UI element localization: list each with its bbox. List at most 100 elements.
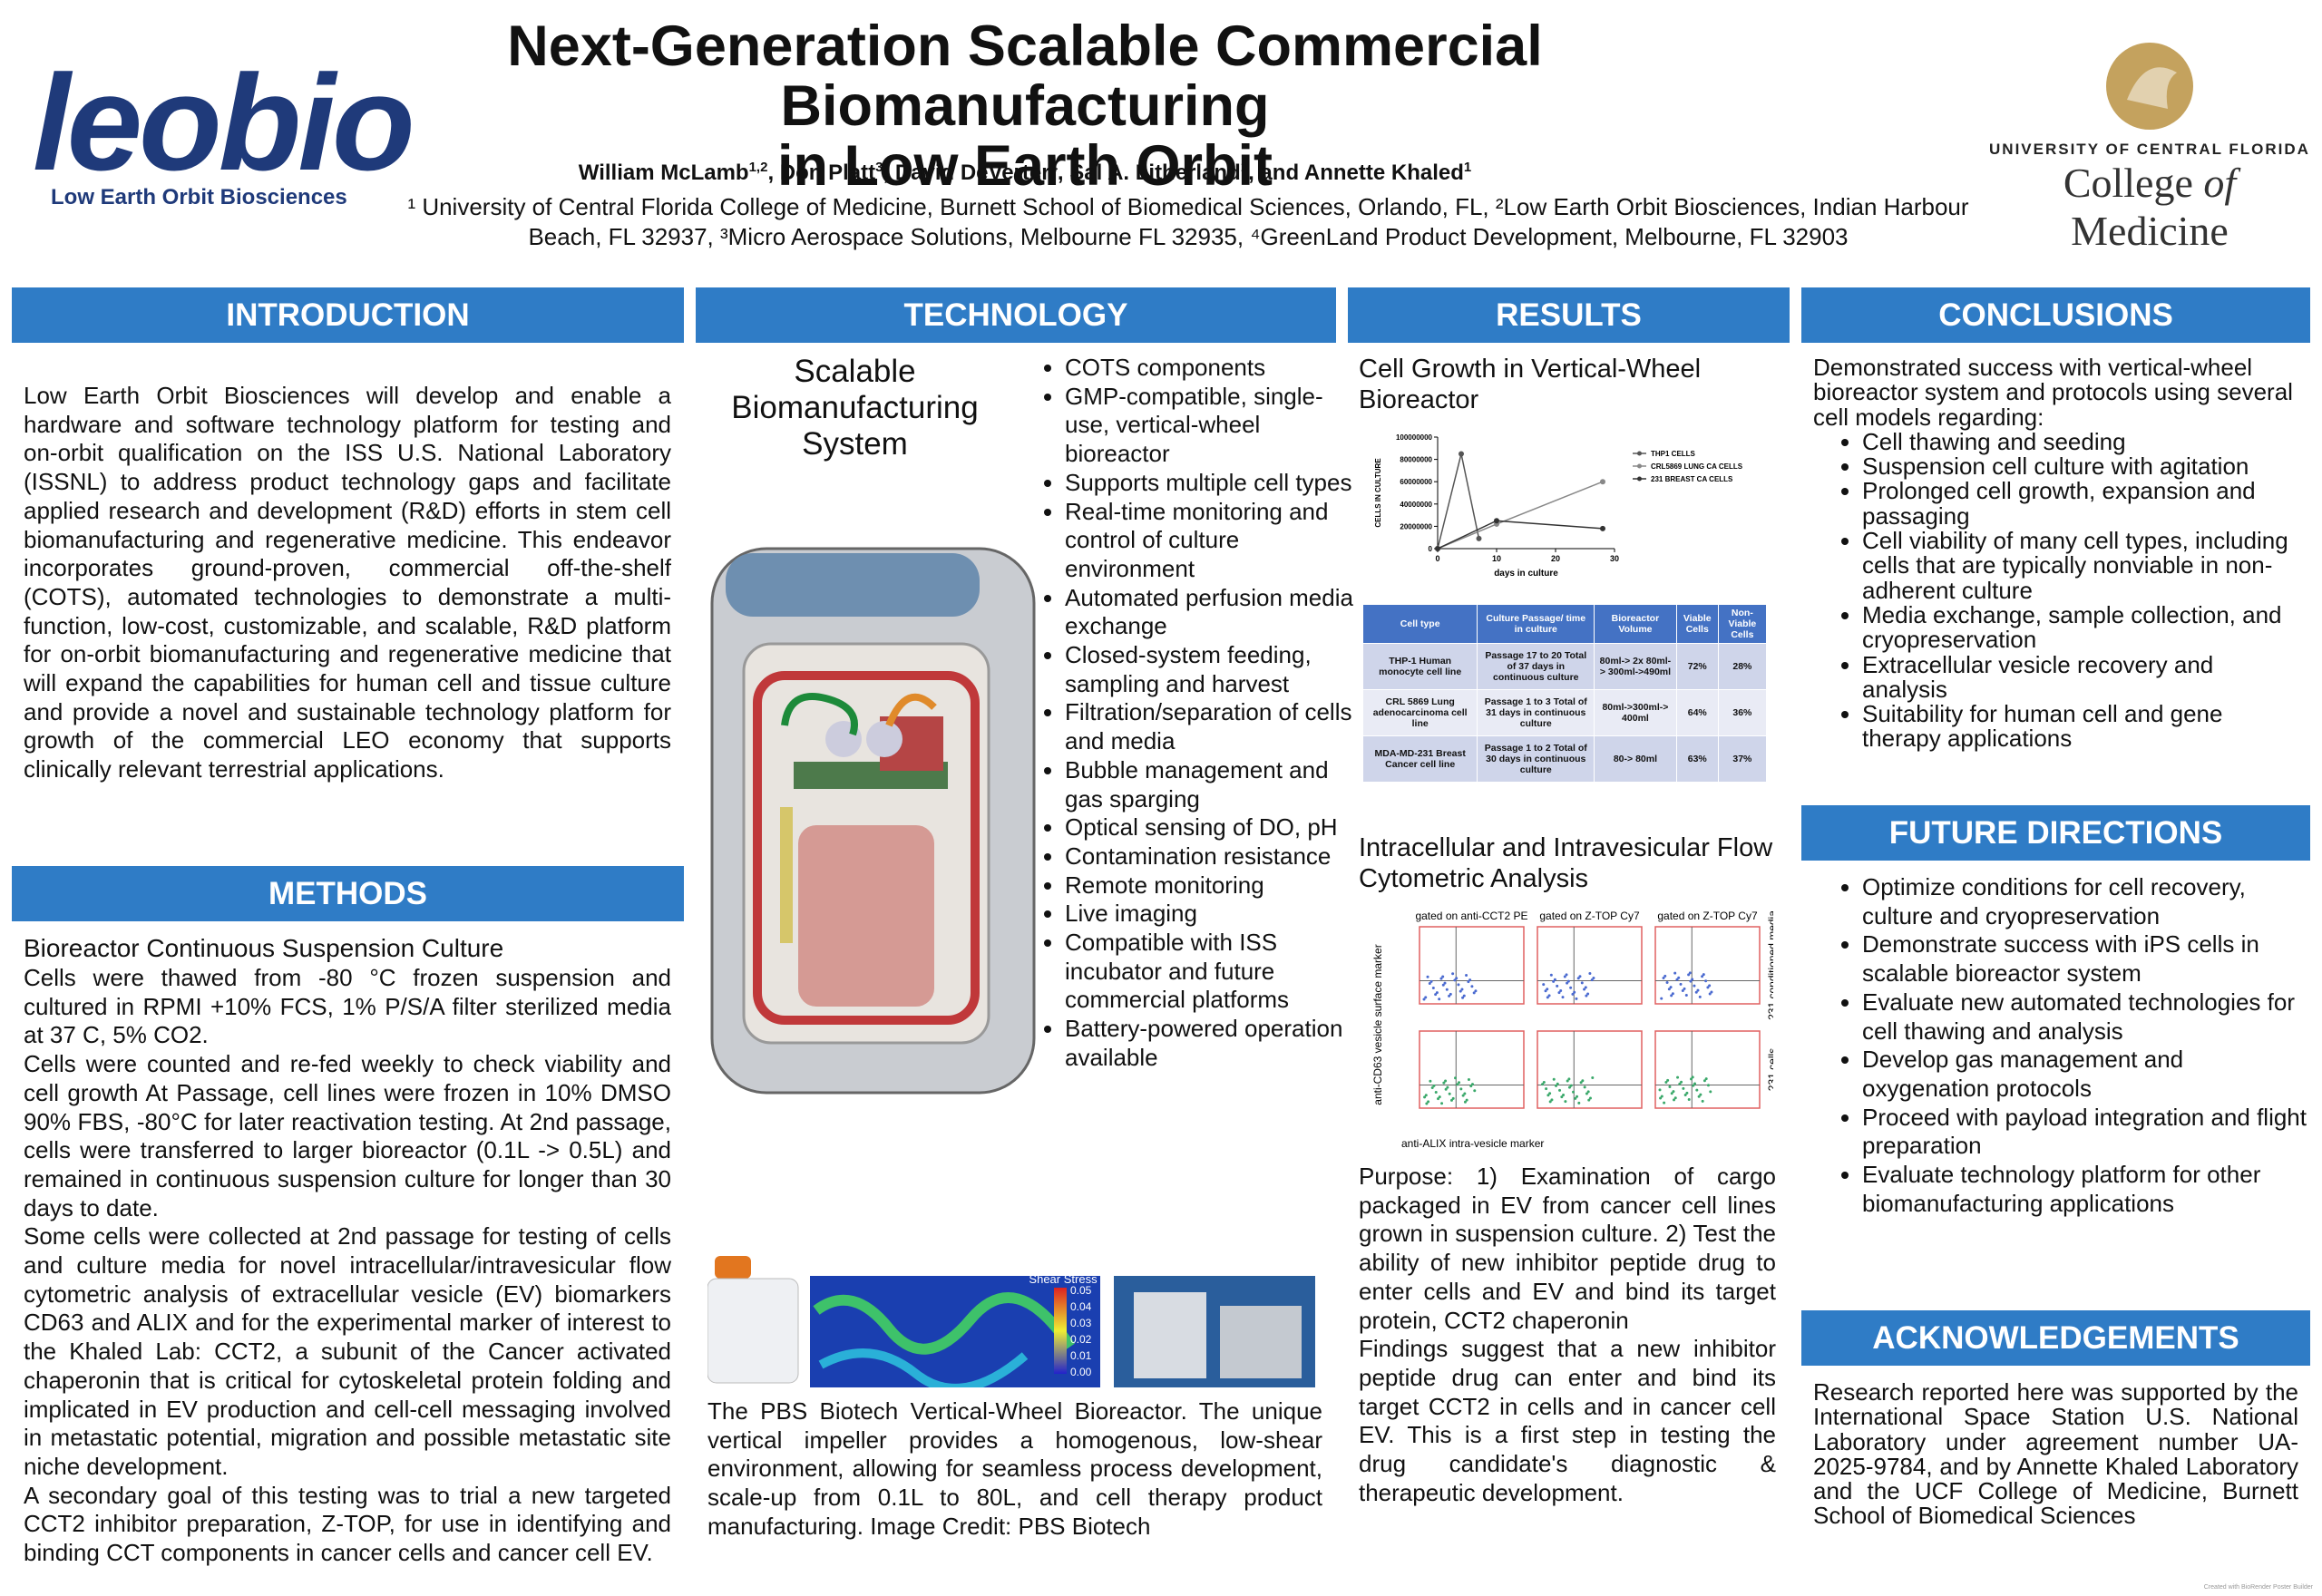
flow-dot [1424, 1094, 1428, 1097]
table-header-cell: Bioreactor Volume [1594, 604, 1677, 644]
purpose: Purpose: 1) Examination of cargo package… [1359, 1163, 1776, 1334]
flow-dot [1571, 992, 1575, 996]
flow-dot [1588, 1096, 1592, 1100]
flow-dot [1677, 976, 1681, 979]
flow-dot [1438, 1095, 1441, 1099]
section-heading: METHODS [12, 866, 684, 921]
flow-dot [1691, 1075, 1694, 1079]
flow-plot [1537, 926, 1643, 1005]
flow-dot [1699, 1093, 1702, 1096]
table-cell: 80ml-> 2x 80ml-> 300ml->490ml [1594, 643, 1677, 690]
flow-dot [1557, 991, 1561, 995]
flow-column-label: gated on anti-CCT2 PE [1415, 910, 1527, 922]
flow-dot [1454, 1076, 1457, 1080]
flow-dot [1678, 1082, 1682, 1085]
flow-dot [1430, 1085, 1434, 1089]
flow-dot [1565, 973, 1568, 977]
flow-dot [1552, 979, 1556, 983]
flow-x-label: anti-ALIX intra-vesicle marker [1401, 1137, 1544, 1150]
table-cell: 63% [1675, 735, 1719, 783]
flow-dot [1660, 997, 1663, 1000]
flow-dot [1566, 981, 1569, 985]
flow-dot [1586, 1090, 1590, 1094]
bullet: Extracellular vesicle recovery and analy… [1862, 652, 2303, 703]
methods-paragraph: Some cells were collected at 2nd passage… [24, 1222, 671, 1480]
flow-dot [1473, 1089, 1477, 1093]
table-cell: 64% [1675, 689, 1719, 736]
flow-dot [1461, 1094, 1465, 1097]
legend-marker [1637, 451, 1642, 456]
flow-dot [1550, 1098, 1554, 1102]
flow-dot [1460, 988, 1464, 991]
table-header-cell: Cell type [1361, 604, 1478, 644]
author-affil: 1,2 [748, 160, 768, 175]
flow-dot [1586, 992, 1590, 996]
flow-dot [1708, 992, 1712, 996]
table-cell: 80-> 80ml [1594, 735, 1677, 783]
flow-dot [1670, 1092, 1673, 1095]
title: Next-Generation Scalable Commercial Biom… [390, 16, 1660, 196]
shear-title: Shear Stress [1029, 1272, 1098, 1286]
flow-dot [1426, 975, 1429, 978]
flow-dot [1576, 977, 1580, 980]
flow-dot [1676, 1075, 1680, 1079]
flow-dot [1542, 1080, 1546, 1084]
conclusions-intro: Demonstrated success with vertical-wheel… [1813, 354, 2293, 431]
ucf-line2: College of Medicine [1986, 159, 2313, 255]
flow-dot [1708, 984, 1712, 988]
shear-label: 0.03 [1070, 1317, 1092, 1329]
ucf-emblem [2106, 43, 2193, 130]
bullet: Proceed with payload integration and fli… [1862, 1104, 2316, 1161]
flow-plot [1537, 1030, 1643, 1109]
x-tick-label: 30 [1610, 554, 1619, 563]
flow-dot [1456, 1083, 1459, 1086]
flow-dot [1690, 1077, 1693, 1081]
flow-dot [1663, 974, 1667, 978]
x-tick-label: 0 [1435, 554, 1439, 563]
section-heading: ACKNOWLEDGEMENTS [1801, 1310, 2310, 1366]
legend-label: 231 BREAST CA CELLS [1651, 475, 1733, 483]
flow-dot [1706, 986, 1710, 989]
bullet: Optimize conditions for cell recovery, c… [1862, 873, 2316, 930]
ucf-text: Medicine [2071, 208, 2229, 254]
table-header-cell: Culture Passage/ time in culture [1477, 604, 1595, 644]
author-sep: , and [1248, 161, 1304, 185]
flow-dot [1683, 1093, 1687, 1096]
flow-dot [1709, 1090, 1712, 1094]
flow-dot [1435, 991, 1439, 995]
flow-dot [1429, 979, 1433, 983]
flow-dot [1688, 971, 1692, 975]
flow-dot [1467, 1078, 1470, 1082]
bullet: Real-time monitoring and control of cult… [1065, 498, 1364, 584]
flow-dot [1675, 978, 1679, 981]
flow-dot [1451, 972, 1455, 976]
flow-dot [1697, 1095, 1701, 1098]
flow-dot [1575, 997, 1578, 1000]
table-cell: CRL 5869 Lung adenocarcinoma cell line [1361, 689, 1478, 736]
results-text: Purpose: 1) Examination of cargo package… [1359, 1163, 1776, 1507]
flow-column-label: gated on Z-TOP Cy7 [1657, 910, 1758, 922]
data-point [1476, 535, 1482, 541]
author-name: David DeVerter [894, 161, 1050, 185]
logo-subtitle: Low Earth Orbit Biosciences [51, 185, 347, 209]
y-tick-label: 40000000 [1400, 501, 1432, 509]
flow-row-label: 231 conditioned media [1766, 910, 1773, 1020]
tech-caption: The PBS Biotech Vertical-Wheel Bioreacto… [707, 1397, 1322, 1540]
bioreactor-illustration [710, 547, 1036, 1095]
flow-dot [1685, 1091, 1689, 1095]
flow-dot [1544, 989, 1547, 993]
results-table: Cell type Culture Passage/ time in cultur… [1361, 604, 1768, 783]
flow-dot [1704, 1077, 1708, 1081]
flow-plot [1419, 926, 1525, 1005]
section-heading: TECHNOLOGY [696, 287, 1336, 343]
flow-dot [1559, 988, 1563, 992]
flow-dot [1455, 977, 1459, 980]
bioreactor-images: Shear Stress 0.05 0.04 0.03 0.02 0.01 0.00 [707, 1256, 1315, 1387]
legend-marker [1637, 476, 1642, 482]
x-tick-label: 10 [1492, 554, 1501, 563]
author-affil: 3 [875, 160, 883, 175]
ack-text: Research reported here was supported by … [1813, 1378, 2298, 1530]
bullet: Suitability for human cell and gene ther… [1862, 702, 2303, 752]
flow-dot [1706, 1084, 1710, 1087]
y-axis-label: CELLS IN CULTURE [1374, 458, 1382, 528]
